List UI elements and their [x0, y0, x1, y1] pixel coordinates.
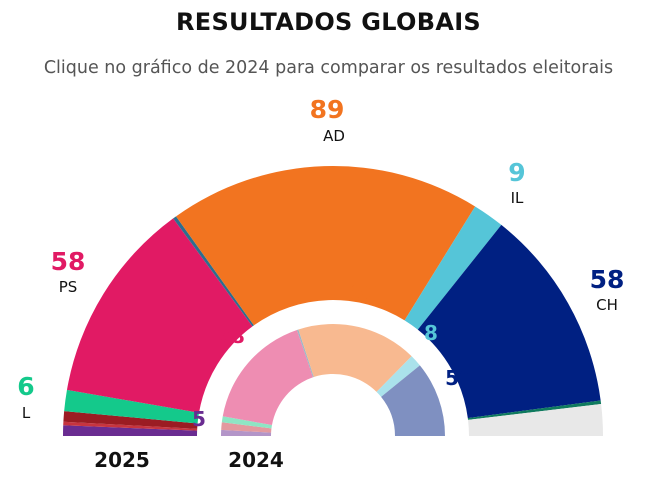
slice-2025-ch: [417, 224, 601, 419]
slice-2024-be[interactable]: [221, 422, 272, 433]
year-label-2024: 2024: [228, 448, 284, 472]
slice-2024-ch[interactable]: [381, 365, 445, 436]
value-label-2024-ps: 78: [217, 324, 245, 348]
slice-2025-pan: [173, 216, 254, 327]
slice-2025-ps: [66, 218, 253, 413]
slice-2024-pan[interactable]: [296, 329, 314, 378]
value-label-2024-il: 8: [424, 321, 438, 345]
value-label-2024-ch: 50: [445, 366, 473, 390]
value-label-2025-ad: 89: [310, 95, 345, 124]
chart-2025: [63, 165, 603, 436]
chart-labels: 2025 89 AD 58 PS 58 CH 9 IL 6 L 2024 80 78 50 8 5: [17, 95, 624, 472]
value-label-2025-ps: 58: [51, 247, 86, 276]
value-label-2024-be: 5: [192, 407, 206, 431]
slice-2024-pcp[interactable]: [221, 429, 272, 436]
slice-2025-l: [64, 389, 199, 424]
slice-2025-por-atribuir: [468, 403, 603, 436]
chart-title: RESULTADOS GLOBAIS: [175, 8, 482, 36]
chart-subtitle: Clique no gráfico de 2024 para comparar …: [43, 58, 614, 78]
year-label-2025: 2025: [94, 448, 150, 472]
value-label-2025-il: 9: [508, 158, 525, 187]
slice-2025-cdu: [63, 411, 198, 429]
slice-2025-be: [63, 421, 198, 431]
slice-2024-ps[interactable]: [222, 329, 314, 426]
slice-2024-ad[interactable]: [298, 324, 412, 392]
slice-2024-il[interactable]: [376, 356, 420, 397]
value-label-2024-ad: 80: [350, 281, 378, 305]
slice-2025-jpp: [467, 400, 602, 420]
value-label-2025-ch: 58: [590, 265, 625, 294]
value-label-2025-l: 6: [17, 372, 34, 401]
party-label-l: L: [22, 404, 31, 422]
slice-2024-l[interactable]: [221, 416, 272, 429]
slice-2025-pcp: [63, 425, 198, 436]
slice-2025-ad: [176, 165, 476, 326]
chart-2024[interactable]: [221, 324, 445, 436]
slice-2025-il: [404, 206, 502, 330]
party-label-ad: AD: [323, 127, 345, 145]
party-label-ch: CH: [596, 296, 618, 314]
party-label-il: IL: [511, 189, 524, 207]
party-label-ps: PS: [59, 278, 78, 296]
